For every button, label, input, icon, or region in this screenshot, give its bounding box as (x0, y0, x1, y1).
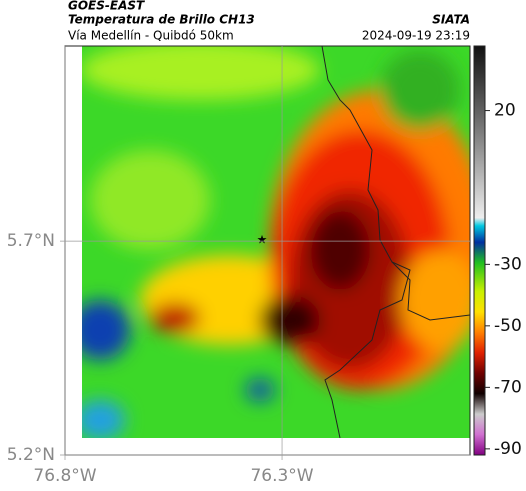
lon-tick-label: 76.8°W (33, 466, 96, 486)
lon-tick-label: 76.3°W (250, 466, 313, 486)
colorbar-tick-label: -70 (494, 377, 522, 397)
source-label: GOES-EAST (68, 0, 145, 13)
colorbar-tick-label: -90 (494, 439, 522, 459)
lat-tick-label: 5.2°N (7, 445, 55, 465)
colorbar-tick-label: -30 (494, 254, 522, 274)
location-marker: ★ (257, 233, 268, 247)
colorbar (473, 45, 486, 456)
agency-label: SIATA (432, 13, 470, 27)
colorbar-tick-label: -50 (494, 316, 522, 336)
lat-tick-label: 5.7°N (7, 231, 55, 251)
region-label: Vía Medellín - Quibdó 50km (68, 29, 234, 43)
colorbar-tick-label: 20 (494, 101, 516, 121)
satellite-image (82, 46, 470, 438)
product-label: Temperatura de Brillo CH13 (68, 13, 255, 27)
timestamp-label: 2024-09-19 23:19 (362, 29, 470, 43)
